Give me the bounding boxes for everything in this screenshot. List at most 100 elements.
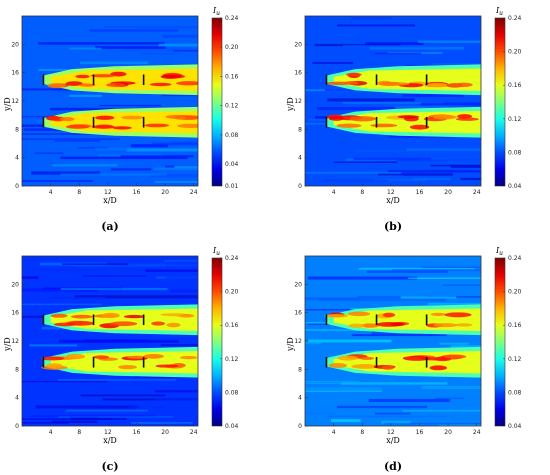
turbulence-streak [317, 107, 419, 111]
turbulence-streak [22, 303, 102, 306]
x-tick-label: 4 [49, 429, 53, 436]
turbulence-streak [388, 170, 481, 173]
x-tick-label: 4 [332, 429, 336, 436]
y-tick-label: 20 [11, 41, 19, 48]
background-field [22, 16, 198, 186]
y-tick-label: 12 [294, 338, 302, 345]
turbulence-streak [324, 89, 374, 91]
x-axis: 4 8 12 16 20 24 [332, 183, 481, 196]
chart-panel-c: 4 8 12 16 20 24 0 4 8 12 16 20 0.04 0.08 0.12 0.16 0.20 0… [0, 240, 265, 473]
colorbar-tick-label: 0.24 [508, 15, 522, 22]
turbulence-streak [408, 277, 481, 280]
x-tick-label: 20 [444, 189, 452, 196]
colorbar-title: Iu [212, 6, 220, 17]
y-axis-label: y/D [3, 97, 12, 111]
turbulence-streak [394, 106, 449, 109]
turbulence-streak [130, 144, 169, 148]
y-axis-label: y/D [286, 337, 295, 351]
turbulence-streak [381, 420, 411, 424]
y-tick-label: 8 [298, 126, 302, 133]
turbulence-streak [155, 137, 198, 139]
colorbar-tick-label: 0.04 [225, 161, 239, 168]
turbulence-streak [305, 69, 357, 71]
intensity-field [305, 16, 481, 186]
turbulence-streak [99, 104, 162, 107]
turbulence-streak [337, 390, 375, 392]
chart-panel-d: 4 8 12 16 20 24 0 4 8 12 16 20 0.04 0.08 0.12 0.16 0.20 0… [283, 240, 548, 473]
turbulence-streak [145, 269, 198, 272]
turbulence-streak [450, 177, 481, 181]
x-tick-label: 12 [387, 429, 395, 436]
turbulence-streak [35, 405, 138, 409]
panel-label: (a) [101, 220, 119, 233]
x-tick-label: 12 [387, 189, 395, 196]
colorbar-tick-label: 0.16 [508, 322, 522, 329]
colorbar-tick-label: 0.08 [508, 389, 522, 396]
colorbar: 0.04 0.08 0.12 0.16 0.20 0.24 [211, 255, 239, 430]
turbulence-streak [411, 29, 451, 32]
y-tick-label: 0 [298, 423, 302, 430]
turbulence-streak [322, 179, 388, 182]
turbulence-streak [327, 98, 415, 102]
x-axis: 4 8 12 16 20 24 [49, 423, 198, 436]
turbulence-streak [30, 415, 155, 417]
turbulence-streak [31, 171, 100, 175]
turbulence-streak [375, 52, 422, 55]
turbulence-streak [174, 165, 198, 168]
colorbar-tick-label: 0.08 [225, 389, 239, 396]
turbulence-streak [135, 28, 198, 30]
turbulence-streak [351, 334, 447, 337]
turbulence-streak [428, 302, 481, 305]
turbulence-streak [22, 180, 93, 182]
colorbar-tick-label: 0.24 [225, 15, 239, 22]
y-tick-label: 8 [15, 366, 19, 373]
y-axis-label: y/D [286, 97, 295, 111]
y-tick-label: 16 [294, 310, 302, 317]
y-axis: 0 4 8 12 16 20 [294, 281, 308, 430]
turbulence-streak [326, 415, 448, 418]
y-tick-label: 4 [15, 155, 19, 162]
turbulence-streak [42, 344, 126, 348]
colorbar-tick-label: 0.12 [508, 356, 522, 363]
turbulence-streak [419, 158, 478, 161]
turbulence-streak [149, 174, 198, 177]
turbulence-streak [74, 263, 166, 267]
colorbar-tick-label: 0.08 [508, 149, 522, 156]
turbulence-streak [305, 329, 394, 332]
turbulence-streak [420, 102, 481, 106]
colorbar-tick-label: 0.24 [508, 255, 522, 262]
y-tick-label: 4 [15, 395, 19, 402]
colorbar-tick-label: 0.04 [508, 183, 522, 190]
turbulence-streak [402, 94, 464, 97]
x-tick-label: 24 [473, 429, 481, 436]
x-tick-label: 16 [133, 189, 141, 196]
turbulence-streak [343, 44, 441, 48]
turbulence-streak [51, 420, 98, 423]
turbulence-streak [158, 43, 198, 47]
turbulence-streak [45, 162, 172, 165]
turbulence-streak [305, 382, 412, 385]
x-tick-label: 8 [77, 429, 81, 436]
wake-region-2 [43, 106, 198, 138]
colorbar-tick-label: 0.24 [225, 255, 239, 262]
turbulence-streak [395, 421, 481, 424]
intensity-field [22, 256, 198, 426]
turbulence-streak [337, 24, 416, 27]
chart-panel-a: 4 8 12 16 20 24 0 4 8 12 16 20 0.01 0.04 0.08 0.12 0.16 0… [0, 0, 265, 233]
wake-region-1 [43, 304, 198, 336]
turbulence-streak [333, 161, 397, 164]
turbulence-streak [442, 284, 481, 286]
turbulence-streak [428, 105, 464, 108]
turbulence-streak [91, 105, 138, 109]
y-tick-label: 20 [294, 41, 302, 48]
turbulence-streak [151, 142, 198, 146]
turbulence-streak [361, 266, 424, 269]
turbulence-streak [305, 341, 322, 344]
wake-region-1 [43, 64, 198, 96]
turbulence-streak [65, 409, 148, 412]
turbulence-streak [305, 380, 360, 383]
colorbar-tick-label: 0.20 [508, 289, 522, 296]
y-tick-label: 16 [294, 70, 302, 77]
x-tick-label: 4 [332, 189, 336, 196]
turbulence-streak [47, 296, 107, 300]
